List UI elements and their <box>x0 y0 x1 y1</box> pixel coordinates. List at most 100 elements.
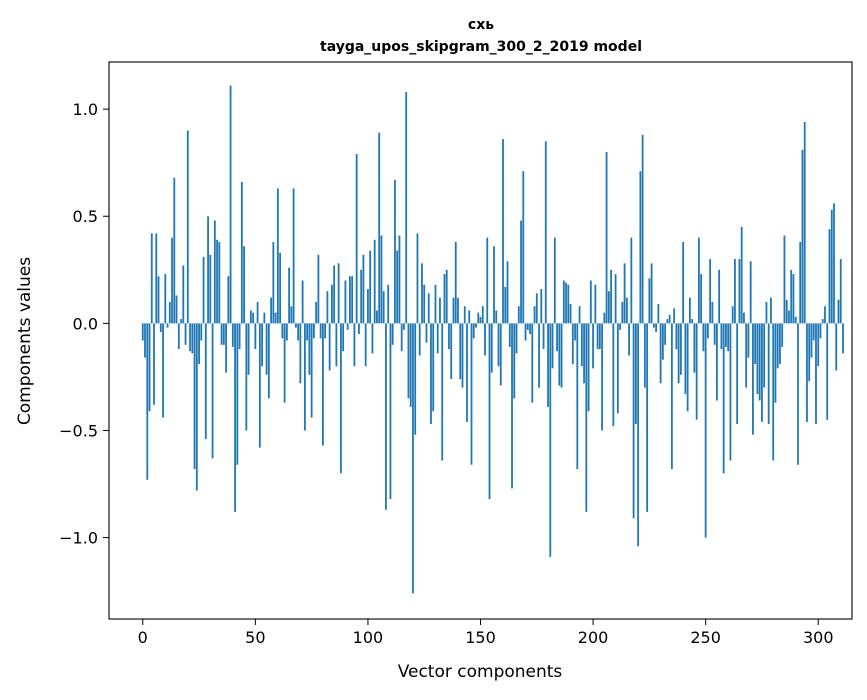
bar-192 <box>574 323 576 341</box>
bar-150 <box>479 316 482 324</box>
bar-29 <box>207 216 209 324</box>
bar-162 <box>506 261 509 324</box>
y-axis-ticks: −1.0 −0.5 0.0 0.5 1.0 <box>59 100 109 548</box>
bar-213 <box>621 301 624 324</box>
bar-101 <box>369 250 372 324</box>
bar-287 <box>788 310 790 324</box>
bar-77 <box>315 301 318 324</box>
bar-37 <box>225 323 227 373</box>
bar-259 <box>725 323 727 347</box>
bar-57 <box>270 297 273 324</box>
bar-147 <box>472 323 475 339</box>
bar-67 <box>292 188 295 324</box>
bar-25 <box>198 323 200 365</box>
bar-145 <box>468 310 471 324</box>
bar-212 <box>619 323 621 330</box>
bar-291 <box>797 323 799 465</box>
bar-256 <box>718 269 721 324</box>
bar-49 <box>252 312 254 324</box>
bar-169 <box>522 171 525 324</box>
bar-185 <box>558 323 561 386</box>
bar-123 <box>418 323 421 356</box>
bar-8 <box>159 323 162 332</box>
bar-152 <box>484 323 486 356</box>
bar-99 <box>364 323 367 367</box>
bar-116 <box>403 323 405 330</box>
bar-191 <box>571 323 574 365</box>
bar-298 <box>812 323 815 341</box>
x-tick-label-2: 100 <box>353 628 384 647</box>
bar-24 <box>195 323 198 491</box>
bar-161 <box>504 286 507 324</box>
bar-19 <box>184 323 187 345</box>
bar-171 <box>526 323 529 330</box>
bar-135 <box>445 269 448 324</box>
bar-294 <box>803 121 806 324</box>
bar-280 <box>772 323 775 461</box>
plot-frame <box>108 61 853 620</box>
bar-136 <box>448 323 450 350</box>
bar-112 <box>394 179 396 324</box>
bar-252 <box>709 259 712 324</box>
bar-176 <box>538 323 540 388</box>
bar-62 <box>281 323 284 339</box>
bar-261 <box>729 323 732 461</box>
bar-110 <box>389 323 392 500</box>
bar-64 <box>285 323 288 341</box>
bar-166 <box>515 323 518 354</box>
bar-220 <box>637 323 640 547</box>
bar-18 <box>182 265 185 324</box>
bar-129 <box>432 323 435 412</box>
bar-93 <box>351 276 354 324</box>
bar-182 <box>551 323 554 369</box>
bar-184 <box>556 323 558 352</box>
bar-66 <box>290 306 293 324</box>
bar-155 <box>490 323 493 373</box>
bar-71 <box>301 280 304 324</box>
bar-240 <box>682 241 685 324</box>
bar-245 <box>693 323 696 373</box>
bar-7 <box>157 276 160 324</box>
bar-234 <box>668 314 671 324</box>
bar-214 <box>623 263 626 324</box>
bar-295 <box>806 323 808 422</box>
bar-242 <box>686 323 689 412</box>
bar-277 <box>765 301 768 324</box>
bar-299 <box>815 323 817 425</box>
bar-223 <box>643 323 646 388</box>
y-tick-label-0: −1.0 <box>59 529 98 548</box>
bar-202 <box>596 323 599 350</box>
bar-210 <box>614 274 617 324</box>
bar-88 <box>340 323 342 474</box>
bar-121 <box>414 323 417 435</box>
x-tick-label-1: 50 <box>245 628 265 647</box>
bar-104 <box>376 310 378 324</box>
x-tick-label-3: 150 <box>465 628 496 647</box>
bar-272 <box>754 323 757 365</box>
bar-72 <box>303 323 306 431</box>
bar-79 <box>319 323 322 339</box>
bar-188 <box>565 282 567 324</box>
bar-97 <box>360 269 363 324</box>
bar-304 <box>826 323 829 420</box>
bar-36 <box>222 323 225 345</box>
bar-158 <box>497 323 500 367</box>
bar-143 <box>463 306 466 324</box>
bar-211 <box>616 323 619 414</box>
bar-140 <box>457 297 459 324</box>
bar-148 <box>475 323 477 328</box>
bar-54 <box>263 312 266 324</box>
bar-28 <box>204 323 207 440</box>
bar-102 <box>371 323 374 354</box>
bar-15 <box>175 295 178 324</box>
bar-226 <box>650 263 653 324</box>
bar-131 <box>436 323 439 354</box>
bar-217 <box>630 237 633 324</box>
bar-244 <box>691 319 694 324</box>
bar-118 <box>407 323 410 399</box>
bar-174 <box>533 306 536 324</box>
bar-293 <box>801 149 804 324</box>
y-tick-label-2: 0.0 <box>73 314 98 333</box>
bar-164 <box>511 323 513 489</box>
